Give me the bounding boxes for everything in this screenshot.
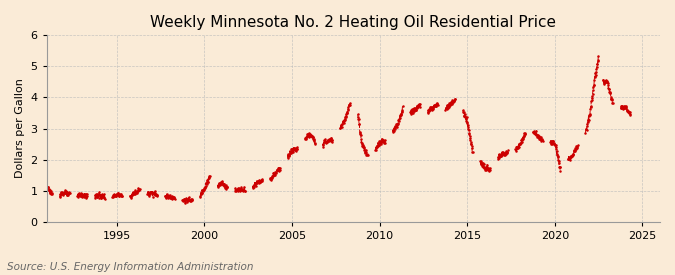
Y-axis label: Dollars per Gallon: Dollars per Gallon (15, 79, 25, 178)
Text: Source: U.S. Energy Information Administration: Source: U.S. Energy Information Administ… (7, 262, 253, 272)
Title: Weekly Minnesota No. 2 Heating Oil Residential Price: Weekly Minnesota No. 2 Heating Oil Resid… (151, 15, 556, 30)
